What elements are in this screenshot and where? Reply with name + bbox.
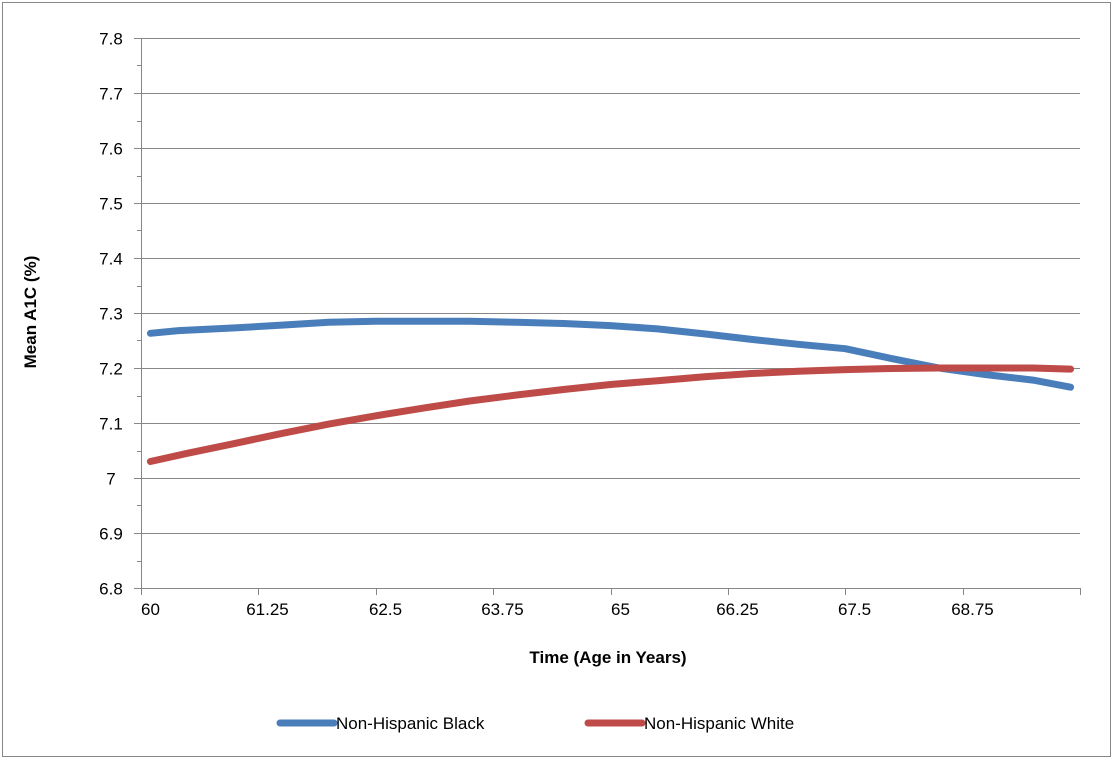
y-axis-title: Mean A1C (%) bbox=[21, 256, 40, 369]
series-lines bbox=[146, 317, 1075, 465]
legend: Non-Hispanic Black Non-Hispanic White bbox=[276, 714, 794, 733]
x-tick-label: 67.5 bbox=[838, 600, 871, 619]
x-tick-label: 60 bbox=[141, 600, 160, 619]
x-tick-label: 66.25 bbox=[716, 600, 759, 619]
y-tick-label: 7.4 bbox=[99, 250, 123, 269]
x-tick-label: 61.25 bbox=[246, 600, 289, 619]
x-tick-label: 62.5 bbox=[369, 600, 402, 619]
y-tick-label: 7.1 bbox=[99, 415, 123, 434]
series-line-non-hispanic-black bbox=[146, 317, 1075, 391]
series-line-non-hispanic-white bbox=[146, 364, 1075, 465]
y-tick-label: 6.8 bbox=[99, 580, 123, 599]
y-tick-label: 7.7 bbox=[99, 85, 123, 104]
x-tick-label: 65 bbox=[611, 600, 630, 619]
legend-label-black: Non-Hispanic Black bbox=[336, 714, 485, 733]
x-tick-label: 63.75 bbox=[481, 600, 524, 619]
legend-label-white: Non-Hispanic White bbox=[644, 714, 794, 733]
y-tick-label: 7.3 bbox=[99, 305, 123, 324]
y-tick-label: 7 bbox=[106, 470, 115, 489]
gridlines bbox=[141, 38, 1080, 534]
y-tick-label: 7.8 bbox=[99, 30, 123, 49]
x-axis-title: Time (Age in Years) bbox=[529, 648, 686, 667]
axes: 6.8 6.9 7 7.1 7.2 7.3 7.4 7.5 7.6 7.7 7.8 60 61.25 62… bbox=[99, 30, 1081, 619]
x-tick-label: 68.75 bbox=[951, 600, 994, 619]
y-tick-label: 7.5 bbox=[99, 195, 123, 214]
y-tick-label: 7.2 bbox=[99, 360, 123, 379]
y-tick-label: 6.9 bbox=[99, 525, 123, 544]
y-tick-label: 7.6 bbox=[99, 140, 123, 159]
